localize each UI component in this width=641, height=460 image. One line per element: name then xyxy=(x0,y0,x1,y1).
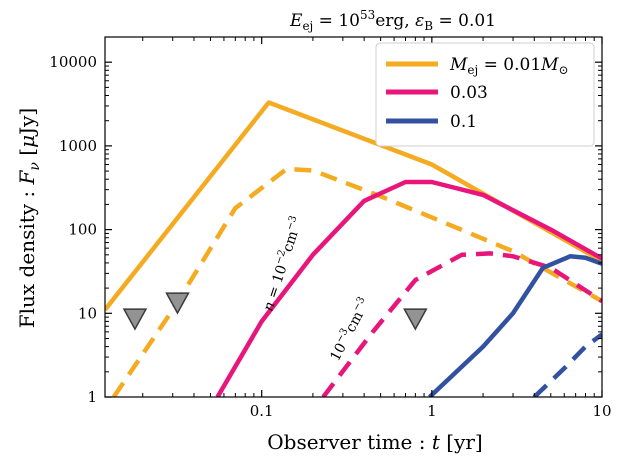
upper-limits-layer xyxy=(122,292,428,331)
upper-limit-marker-2 xyxy=(403,308,428,331)
plot-frame xyxy=(104,36,603,398)
y-tick-label-3: 1000 xyxy=(59,137,97,155)
y-tick-label-2: 100 xyxy=(68,221,97,239)
density-annotation-2: 10−3cm−3 xyxy=(326,295,374,364)
legend-label-0.03: 0.03 xyxy=(450,83,488,103)
y-axis-title: Flux density : Fν [μJy] xyxy=(15,108,43,328)
series-line-2 xyxy=(215,179,602,397)
series-line-5 xyxy=(532,332,602,397)
density-annotation-1: n = 10−2cm−3 xyxy=(259,214,306,313)
plot-area xyxy=(105,100,602,397)
ticks-layer: 0.1 1 10 1 10 100 1000 10000 xyxy=(49,36,612,420)
x-tick-label-2: 10 xyxy=(592,402,611,420)
series-line-4 xyxy=(428,254,602,397)
upper-limit-marker-0 xyxy=(122,308,148,331)
series-layer xyxy=(105,100,602,397)
chart-title: Eej = 1053erg, εB = 0.01 xyxy=(289,8,496,33)
series-line-3 xyxy=(321,251,602,397)
x-axis-title: Observer time : t [yr] xyxy=(267,430,482,454)
y-tick-label-0: 1 xyxy=(87,388,97,406)
legend-label-0.1: 0.1 xyxy=(450,112,477,132)
upper-limit-marker-1 xyxy=(165,292,190,315)
legend: Mej = 0.01M⊙ 0.03 0.1 xyxy=(375,42,595,147)
y-tick-label-1: 10 xyxy=(78,304,97,322)
x-tick-label-1: 1 xyxy=(427,402,437,420)
series-line-1 xyxy=(111,166,602,397)
y-tick-label-4: 10000 xyxy=(49,53,97,71)
x-tick-label-0: 0.1 xyxy=(250,402,274,420)
legend-label-0.01: Mej = 0.01M⊙ xyxy=(449,55,569,77)
